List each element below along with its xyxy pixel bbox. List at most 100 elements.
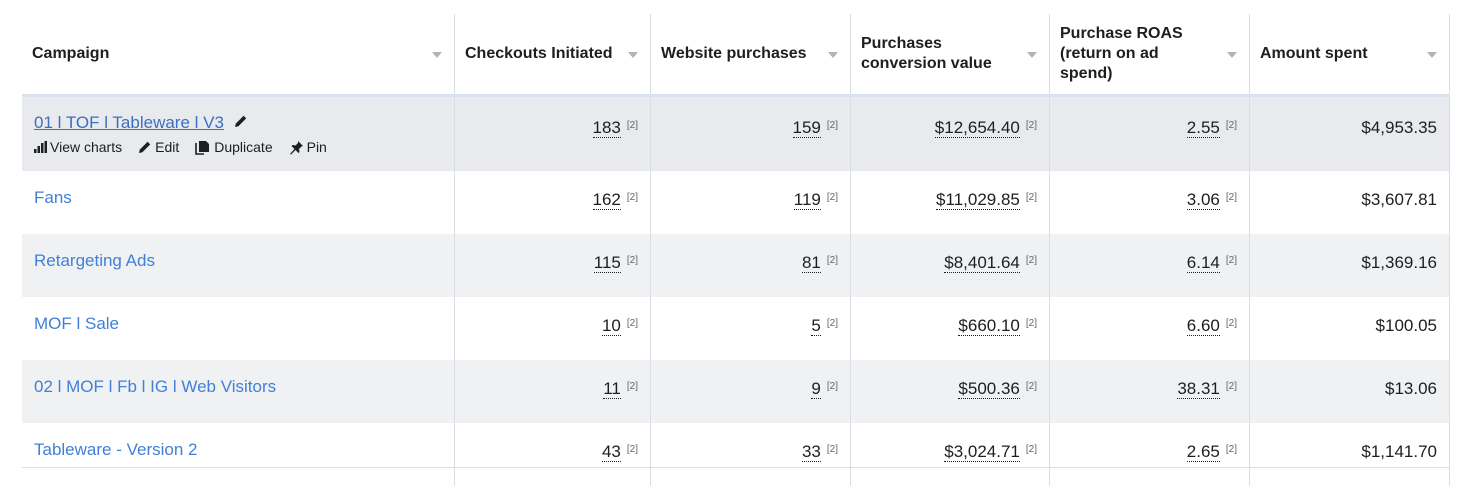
column-header-amount-spent[interactable]: Amount spent xyxy=(1250,14,1450,94)
column-header-conversion-value[interactable]: Purchases conversion value xyxy=(851,14,1050,94)
footnote-marker: [2] xyxy=(626,318,638,329)
footnote-marker: [2] xyxy=(1025,192,1037,203)
conversion-value[interactable]: $660.10 xyxy=(958,316,1020,336)
column-header-label: Website purchases xyxy=(661,45,807,62)
campaign-name-link[interactable]: Fans xyxy=(34,188,72,207)
column-header-website-purchases[interactable]: Website purchases xyxy=(651,14,851,94)
conversion-value[interactable]: $11,029.85 xyxy=(936,190,1020,210)
duplicate-action[interactable]: Duplicate xyxy=(195,139,273,156)
footnote-marker: [2] xyxy=(626,381,638,392)
checkouts-value[interactable]: 183 xyxy=(592,118,621,138)
amount-spent-cell: $1,369.16 xyxy=(1250,234,1450,297)
conversion-value[interactable]: $8,401.64 xyxy=(944,253,1020,273)
sort-arrow-icon[interactable] xyxy=(432,52,442,58)
checkouts-value[interactable]: 162 xyxy=(592,190,621,210)
footnote-marker: [2] xyxy=(826,444,838,455)
table-row[interactable]: 02 l MOF l Fb l IG l Web Visitors 11 [2] … xyxy=(22,360,1450,423)
roas-cell: 3.06 [2] xyxy=(1050,171,1250,234)
campaign-name-link[interactable]: MOF l Sale xyxy=(34,314,120,333)
duplicate-label: Duplicate xyxy=(214,139,273,156)
pin-action[interactable]: Pin xyxy=(289,139,327,155)
checkouts-cell: 115 [2] xyxy=(455,234,651,297)
roas-value[interactable]: 2.65 xyxy=(1186,442,1220,462)
amount-spent-value: $1,369.16 xyxy=(1361,253,1437,272)
purchases-value[interactable]: 81 xyxy=(801,253,821,273)
footnote-marker: [2] xyxy=(626,255,638,266)
checkouts-value[interactable]: 10 xyxy=(601,316,621,336)
roas-value[interactable]: 6.60 xyxy=(1186,316,1220,336)
view-charts-label: View charts xyxy=(50,139,123,156)
amount-spent-cell: $1,141.70 xyxy=(1250,423,1450,486)
purchases-value[interactable]: 119 xyxy=(793,190,821,210)
footnote-marker: [2] xyxy=(1225,120,1237,131)
pin-icon xyxy=(289,140,303,155)
sort-arrow-icon[interactable] xyxy=(1027,52,1037,58)
roas-value[interactable]: 38.31 xyxy=(1177,379,1220,399)
pencil-icon[interactable] xyxy=(234,114,248,133)
campaign-table: Campaign Checkouts Initiated Website pur… xyxy=(22,14,1450,486)
purchases-value[interactable]: 9 xyxy=(811,379,821,399)
purchases-cell: 119 [2] xyxy=(651,171,851,234)
pin-label: Pin xyxy=(306,139,327,156)
purchases-value[interactable]: 159 xyxy=(792,118,821,138)
campaign-name-link[interactable]: 01 l TOF l Tableware l V3 xyxy=(34,113,224,132)
purchases-value[interactable]: 5 xyxy=(811,316,821,336)
view-charts-action[interactable]: View charts xyxy=(34,139,122,155)
purchases-cell: 81 [2] xyxy=(651,234,851,297)
roas-value[interactable]: 2.55 xyxy=(1186,118,1220,138)
checkouts-cell: 11 [2] xyxy=(455,360,651,423)
campaign-name-link[interactable]: 02 l MOF l Fb l IG l Web Visitors xyxy=(34,377,277,396)
campaign-name-link[interactable]: Tableware - Version 2 xyxy=(34,440,198,459)
roas-value[interactable]: 6.14 xyxy=(1186,253,1220,273)
edit-action[interactable]: Edit xyxy=(138,139,179,155)
roas-cell: 6.60 [2] xyxy=(1050,297,1250,360)
footnote-marker: [2] xyxy=(626,444,638,455)
conversion-value[interactable]: $12,654.40 xyxy=(934,118,1020,138)
table-row[interactable]: MOF l Sale 10 [2] 5 [2] $660.10 [2] 6.60 [2]… xyxy=(22,297,1450,360)
campaign-cell: MOF l Sale xyxy=(22,297,455,360)
pencil-icon xyxy=(139,142,151,154)
conversion-value[interactable]: $500.36 xyxy=(958,379,1020,399)
column-header-campaign[interactable]: Campaign xyxy=(22,14,455,94)
column-header-roas[interactable]: Purchase ROAS (return on ad spend) xyxy=(1050,14,1250,94)
amount-spent-cell: $3,607.81 xyxy=(1250,171,1450,234)
column-header-label: Amount spent xyxy=(1260,45,1368,62)
conversion-value-cell: $3,024.71 [2] xyxy=(851,423,1050,486)
purchases-value[interactable]: 33 xyxy=(801,442,821,462)
amount-spent-cell: $13.06 xyxy=(1250,360,1450,423)
table-row[interactable]: Retargeting Ads 115 [2] 81 [2] $8,401.64 [2… xyxy=(22,234,1450,297)
roas-cell: 2.55 [2] xyxy=(1050,97,1250,171)
conversion-value[interactable]: $3,024.71 xyxy=(944,442,1020,462)
column-header-label: Purchases conversion value xyxy=(861,35,992,72)
edit-label: Edit xyxy=(155,139,180,156)
footnote-marker: [2] xyxy=(1225,255,1237,266)
checkouts-value[interactable]: 43 xyxy=(601,442,621,462)
campaign-cell: Fans xyxy=(22,171,455,234)
table-row[interactable]: Fans 162 [2] 119 [2] $11,029.85 [2] 3.06 [2]… xyxy=(22,171,1450,234)
amount-spent-cell: $4,953.35 xyxy=(1250,97,1450,171)
roas-cell: 38.31 [2] xyxy=(1050,360,1250,423)
roas-value[interactable]: 3.06 xyxy=(1186,190,1220,210)
footnote-marker: [2] xyxy=(826,255,838,266)
checkouts-value[interactable]: 11 xyxy=(603,379,621,399)
checkouts-cell: 10 [2] xyxy=(455,297,651,360)
campaign-cell: 01 l TOF l Tableware l V3 View charts Ed… xyxy=(22,97,455,171)
sort-arrow-icon[interactable] xyxy=(1427,52,1437,58)
table-row[interactable]: 01 l TOF l Tableware l V3 View charts Ed… xyxy=(22,97,1450,171)
campaign-cell: Retargeting Ads xyxy=(22,234,455,297)
footnote-marker: [2] xyxy=(826,381,838,392)
sort-arrow-icon[interactable] xyxy=(1227,52,1237,58)
footnote-marker: [2] xyxy=(826,318,838,329)
sort-arrow-icon[interactable] xyxy=(828,52,838,58)
footnote-marker: [2] xyxy=(1025,120,1037,131)
column-header-checkouts[interactable]: Checkouts Initiated xyxy=(455,14,651,94)
checkouts-value[interactable]: 115 xyxy=(593,253,621,273)
roas-cell: 2.65 [2] xyxy=(1050,423,1250,486)
footnote-marker: [2] xyxy=(1025,255,1037,266)
bar-chart-icon xyxy=(34,141,47,154)
conversion-value-cell: $11,029.85 [2] xyxy=(851,171,1050,234)
footnote-marker: [2] xyxy=(626,120,638,131)
sort-arrow-icon[interactable] xyxy=(628,52,638,58)
campaign-name-link[interactable]: Retargeting Ads xyxy=(34,251,155,270)
table-row[interactable]: Tableware - Version 2 43 [2] 33 [2] $3,024… xyxy=(22,423,1450,486)
